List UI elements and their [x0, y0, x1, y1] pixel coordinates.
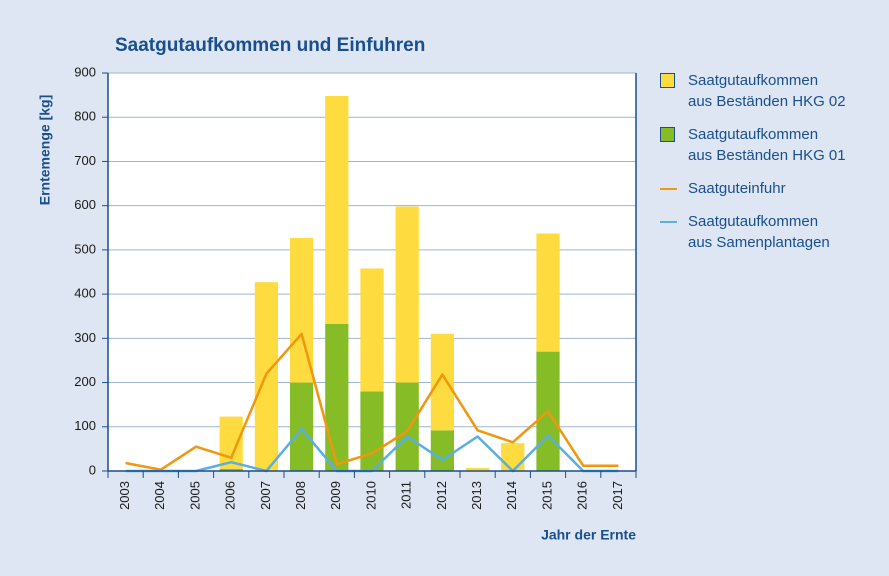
y-tick-label: 700 [74, 153, 96, 168]
x-tick-label: 2015 [539, 481, 554, 510]
bar [289, 237, 314, 383]
bar [501, 443, 525, 471]
y-axis-label: Erntemenge [kg] [37, 95, 53, 205]
bar [395, 206, 419, 383]
legend-item: Saatgutaufkommen aus Beständen HKG 02 [660, 70, 885, 112]
y-tick-label: 900 [74, 64, 96, 79]
legend-label: Saatgutaufkommen aus Beständen HKG 02 [688, 72, 846, 110]
legend-item: Saatgutaufkommen aus Beständen HKG 01 [660, 124, 885, 166]
x-tick-label: 2009 [328, 481, 343, 510]
bar [430, 430, 455, 471]
chart-title: Saatgutaufkommen und Einfuhren [115, 35, 425, 56]
bar [289, 382, 314, 471]
bar [430, 333, 455, 431]
bar [360, 268, 384, 392]
bar [536, 233, 560, 352]
x-tick-label: 2017 [610, 481, 625, 510]
x-tick-label: 2007 [258, 481, 273, 510]
bar [465, 467, 490, 471]
x-axis-label: Jahr der Ernte [541, 527, 636, 543]
y-tick-label: 100 [74, 418, 96, 433]
legend-label: Saatgutaufkommen aus Beständen HKG 01 [688, 126, 846, 164]
legend-swatch [660, 127, 675, 142]
legend: Saatgutaufkommen aus Beständen HKG 02 Saa… [660, 70, 885, 265]
legend-swatch [660, 221, 677, 223]
bar [219, 468, 243, 471]
bar [325, 323, 349, 471]
x-tick-label: 2012 [434, 481, 449, 510]
bar [360, 391, 384, 471]
y-tick-label: 800 [74, 109, 96, 124]
legend-swatch [660, 188, 677, 190]
legend-label: Saatgutaufkommen aus Samenplantagen [688, 213, 830, 251]
x-tick-label: 2005 [187, 481, 202, 510]
legend-item: Saatgutaufkommen aus Samenplantagen [660, 211, 885, 253]
y-tick-label: 500 [74, 241, 96, 256]
y-tick-label: 300 [74, 330, 96, 345]
x-tick-label: 2008 [293, 481, 308, 510]
y-tick-label: 600 [74, 197, 96, 212]
bar [325, 95, 349, 324]
bar [395, 382, 419, 471]
legend-item: Saatguteinfuhr [660, 178, 885, 199]
line [125, 332, 619, 471]
x-tick-label: 2003 [117, 481, 132, 510]
y-tick-label: 0 [89, 462, 96, 477]
x-tick-label: 2016 [575, 481, 590, 510]
y-tick-label: 400 [74, 286, 96, 301]
x-tick-label: 2014 [504, 481, 519, 510]
x-tick-label: 2011 [399, 481, 414, 509]
legend-label: Saatguteinfuhr [688, 180, 786, 197]
x-tick-label: 2013 [469, 481, 484, 510]
y-tick-label: 200 [74, 374, 96, 389]
x-tick-label: 2004 [152, 481, 167, 510]
x-tick-label: 2010 [363, 481, 378, 510]
legend-swatch [660, 73, 675, 88]
x-tick-label: 2006 [223, 481, 238, 510]
